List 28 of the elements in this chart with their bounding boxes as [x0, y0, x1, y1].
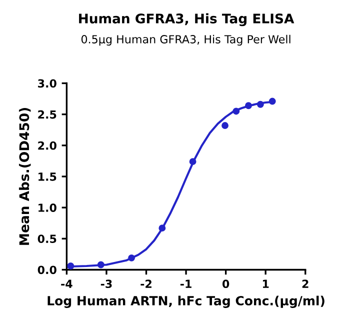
point [268, 98, 276, 105]
point [158, 224, 166, 232]
point [67, 262, 74, 270]
x-axis-title: Log Human ARTN, hFc Tag Conc.(μg/ml) [48, 296, 324, 308]
x-tick-label: 2 [302, 280, 308, 288]
y-tick-label: 2.0 [38, 141, 56, 150]
point [222, 122, 228, 129]
x-tick-label: 0 [222, 280, 230, 288]
y-tick-label: 3.0 [38, 79, 56, 88]
y-tick-label: 2.5 [38, 110, 56, 119]
y-axis-title: Mean Abs.(OD450) [18, 108, 31, 245]
point [245, 102, 252, 110]
point [232, 108, 240, 115]
y-tick-label: 0.5 [38, 234, 56, 244]
point [128, 254, 136, 262]
y-tick-label: 1.0 [38, 204, 56, 212]
x-tick-label: 1 [262, 280, 269, 288]
chart-title: Human GFRA3, His Tag ELISA [79, 13, 294, 26]
point [189, 158, 196, 166]
x-tick-label: -1 [180, 280, 192, 288]
x-tick-label: -3 [100, 280, 112, 288]
y-tick-label: 1.5 [38, 172, 56, 181]
x-tick-label: -2 [140, 280, 152, 288]
chart-subtitle: 0.5μg Human GFRA3, His Tag Per Well [81, 34, 290, 46]
point [256, 100, 264, 108]
y-tick-label: 0.0 [38, 266, 56, 274]
point [97, 261, 104, 268]
x-tick-label: -4 [61, 280, 72, 288]
